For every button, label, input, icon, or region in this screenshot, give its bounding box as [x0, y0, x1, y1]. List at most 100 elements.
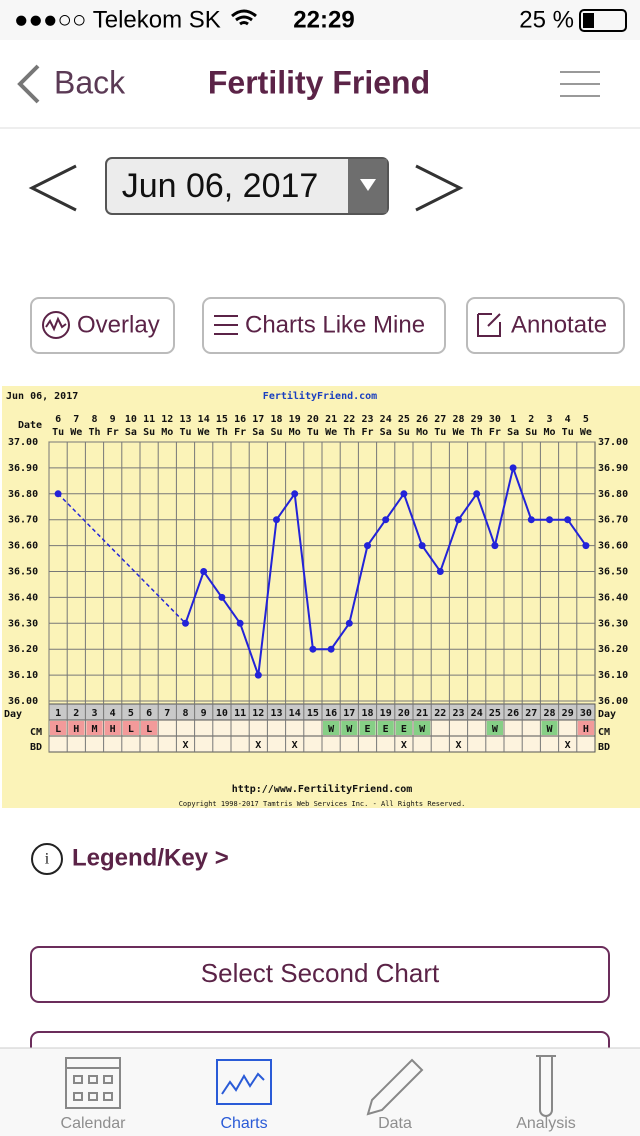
chart-title: Jun 06, 2017 [6, 391, 78, 402]
day-number: 3 [91, 708, 97, 719]
chart-subtitle: FertilityFriend.com [263, 390, 377, 402]
day-number: 19 [380, 708, 392, 719]
temperature-point [527, 516, 535, 524]
y-tick-label: 36.30 [8, 618, 38, 629]
weekday-label: Th [88, 427, 100, 438]
bd-label-right: BD [598, 742, 610, 753]
cm-label: CM [30, 727, 42, 738]
x-tick-label: 8 [91, 414, 97, 425]
next-arrow[interactable] [415, 164, 464, 212]
cm-value: E [401, 724, 407, 735]
status-bar [0, 0, 640, 40]
cm-cell [50, 721, 67, 735]
chart-copyright: Copyright 1998-2017 Tamtris Web Services… [179, 800, 466, 808]
charts-icon [216, 1059, 272, 1105]
y-tick-label: 36.90 [8, 463, 38, 474]
cm-cell [323, 721, 340, 735]
select-second-chart-label[interactable]: Select Second Chart [201, 958, 440, 988]
x-tick-label: 17 [252, 414, 264, 425]
date-select[interactable] [105, 157, 389, 215]
weekday-label: Sa [252, 427, 264, 438]
weekday-label: Th [471, 427, 483, 438]
temperature-point [473, 490, 481, 498]
info-icon-glyph: i [45, 851, 50, 868]
select-second-chart-button[interactable] [30, 946, 610, 1003]
cm-value: L [128, 724, 134, 735]
annotate-label[interactable]: Annotate [511, 311, 607, 338]
annotate-icon [477, 313, 501, 337]
day-number: 2 [73, 708, 79, 719]
legend-link[interactable]: Legend/Key > [72, 844, 229, 871]
weekday-label: Sa [507, 427, 519, 438]
temperature-point [546, 516, 553, 524]
temperature-point [382, 516, 390, 524]
temperature-point [254, 671, 262, 679]
tab-label[interactable]: Analysis [516, 1115, 576, 1132]
day-label-right: Day [598, 709, 616, 720]
bd-value: X [255, 740, 261, 751]
nav-bar [0, 40, 640, 128]
y-tick-label: 36.10 [8, 670, 38, 681]
cm-cell [414, 721, 431, 735]
charts-like-mine-button[interactable] [202, 297, 446, 354]
cm-value: W [546, 724, 553, 735]
day-number: 9 [201, 708, 207, 719]
x-tick-label: 13 [179, 414, 191, 425]
prev-arrow[interactable] [28, 164, 77, 212]
day-number: 20 [398, 708, 410, 719]
x-tick-label: 11 [143, 414, 155, 425]
y2-tick-label: 36.00 [598, 696, 628, 707]
info-icon[interactable] [31, 843, 63, 875]
tab-label[interactable]: Charts [220, 1115, 267, 1132]
annotate-button[interactable] [466, 297, 625, 354]
day-number: 8 [182, 708, 188, 719]
tab-label[interactable]: Data [378, 1115, 412, 1132]
cm-value: H [73, 724, 79, 735]
temperature-point [54, 490, 62, 498]
temperature-point [436, 568, 444, 575]
cm-value: H [583, 724, 589, 735]
cm-label-right: CM [598, 727, 610, 738]
x-tick-label: 6 [55, 414, 61, 425]
cm-value: W [346, 724, 353, 735]
menu-icon[interactable] [560, 71, 600, 97]
day-number: 7 [164, 708, 170, 719]
temperature-point [309, 645, 317, 653]
weekday-label: Mo [161, 427, 173, 438]
weekday-label: Tu [434, 427, 446, 438]
day-number: 13 [270, 708, 282, 719]
weekday-label: We [325, 427, 337, 438]
day-number: 11 [234, 708, 246, 719]
cm-cell [577, 721, 594, 735]
y-tick-label: 36.60 [8, 541, 38, 552]
temperature-point [509, 464, 517, 472]
y2-tick-label: 37.00 [598, 437, 628, 448]
back-chevron[interactable] [17, 64, 40, 104]
y2-tick-label: 36.90 [598, 463, 628, 474]
bd-value: X [401, 740, 407, 751]
cm-cell [377, 721, 394, 735]
x-tick-label: 15 [216, 414, 228, 425]
sliders-icon [214, 315, 238, 335]
overlay-label[interactable]: Overlay [77, 311, 160, 338]
cm-value: W [419, 724, 426, 735]
overlay-button[interactable] [30, 297, 175, 354]
day-number: 14 [289, 708, 301, 719]
weekday-label: Tu [307, 427, 319, 438]
weekday-label: Mo [543, 427, 555, 438]
date-label: Date [18, 420, 42, 431]
tab-label[interactable]: Calendar [61, 1115, 127, 1132]
weekday-label: Sa [380, 427, 392, 438]
charts-like-mine-label[interactable]: Charts Like Mine [245, 311, 425, 338]
cm-cell [486, 721, 503, 735]
selected-date[interactable]: Jun 06, 2017 [122, 167, 319, 205]
weekday-label: We [452, 427, 464, 438]
bd-label: BD [30, 742, 42, 753]
wifi-icon [231, 9, 257, 26]
cm-value: M [91, 724, 97, 735]
weekday-label: We [580, 427, 592, 438]
back-button[interactable]: Back [54, 64, 126, 100]
weekday-label: Tu [562, 427, 574, 438]
x-tick-label: 14 [198, 414, 210, 425]
chart-url: http://www.FertilityFriend.com [232, 783, 413, 795]
